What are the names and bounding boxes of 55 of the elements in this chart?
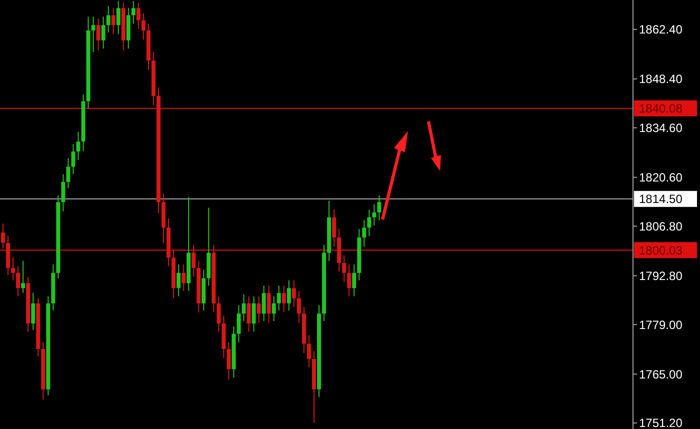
- candlestick: [362, 220, 366, 248]
- candlestick: [91, 16, 96, 53]
- candlestick: [242, 294, 246, 322]
- candlestick: [131, 0, 136, 24]
- candlestick: [111, 7, 116, 35]
- candlestick: [31, 292, 36, 330]
- candlestick: [21, 260, 26, 294]
- candlestick: [266, 285, 271, 324]
- candlestick: [377, 194, 382, 221]
- candlestick: [332, 209, 336, 248]
- candlestick: [16, 266, 20, 297]
- candlestick: [256, 296, 261, 324]
- candlestick: [282, 285, 286, 313]
- candlestick: [136, 2, 140, 30]
- ref-line-label: 1814.50: [639, 192, 683, 206]
- candlestick: [372, 204, 376, 226]
- candlestick: [226, 342, 231, 380]
- candlestick: [286, 280, 291, 311]
- ref-line-label: 1840.08: [639, 102, 683, 116]
- candlestick: [352, 264, 356, 297]
- candlestick: [116, 0, 120, 35]
- candlestick: [272, 296, 276, 322]
- y-tick-label: 1806.80: [639, 219, 683, 234]
- candlestick: [176, 264, 181, 297]
- candlestick: [61, 174, 66, 212]
- candlestick: [347, 264, 352, 297]
- candlestick: [182, 264, 186, 292]
- candlestick: [252, 296, 256, 332]
- candlestick: [96, 18, 100, 51]
- y-tick-label: 1862.40: [639, 22, 683, 37]
- y-tick-label: 1779.00: [639, 318, 683, 332]
- y-tick-label: 1792.80: [639, 268, 683, 283]
- y-tick-label: 1765.00: [639, 367, 683, 382]
- candlestick: [11, 256, 16, 281]
- y-tick-label: 1751.20: [639, 416, 683, 429]
- y-tick-label: 1820.60: [639, 170, 683, 185]
- candlestick: [306, 334, 311, 368]
- candlestick: [276, 285, 281, 311]
- candlestick: [76, 131, 80, 160]
- candlestick: [292, 280, 296, 308]
- candlestick: [367, 209, 372, 237]
- candlestick: [236, 304, 241, 343]
- candlestick: [71, 144, 76, 175]
- candlestick: [106, 6, 110, 34]
- y-tick-label: 1834.60: [639, 120, 683, 135]
- candlestick: [101, 16, 106, 49]
- y-tick-label: 1848.40: [639, 72, 683, 86]
- candlestick: [66, 158, 70, 189]
- candlestick: [141, 12, 146, 40]
- candlestick: [216, 296, 221, 332]
- candlestick: [342, 255, 346, 283]
- candlestick: [296, 290, 301, 324]
- candlestick: [246, 296, 251, 332]
- ref-line-label: 1800.03: [639, 243, 683, 258]
- candlestick: [262, 285, 266, 322]
